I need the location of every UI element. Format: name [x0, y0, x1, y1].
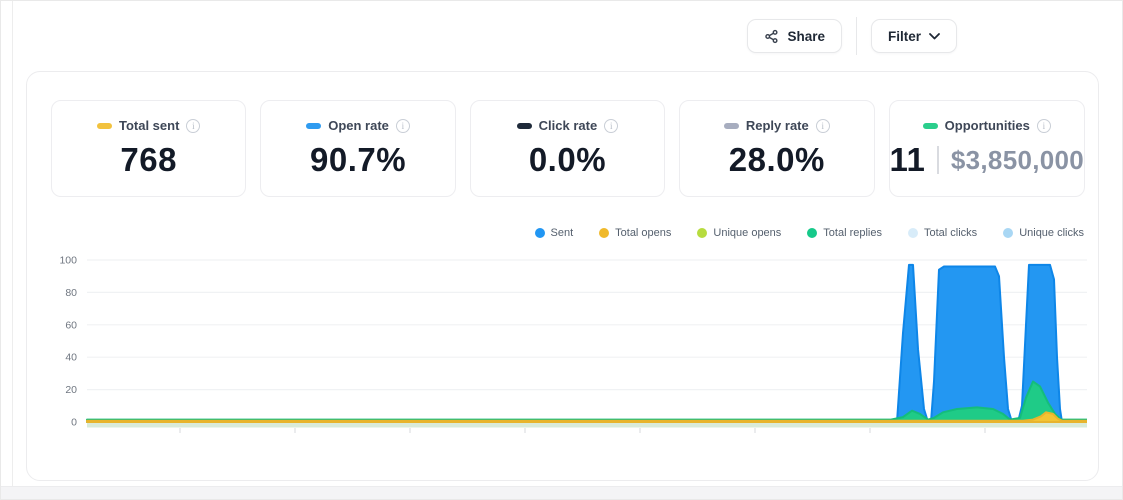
analytics-panel: Total sent i 768 Open rate i 90.7% Click… [26, 71, 1099, 481]
svg-text:40: 40 [65, 352, 77, 364]
legend-label: Total opens [615, 227, 672, 239]
stat-label: Click rate [538, 118, 598, 133]
reply-rate-pill-icon [723, 122, 739, 129]
legend-dot [599, 228, 610, 238]
legend-item-unique-opens[interactable]: Unique opens [697, 227, 781, 239]
legend-label: Total replies [823, 227, 882, 239]
stat-card-total-sent: Total sent i 768 [51, 100, 247, 197]
toolbar: Share Filter [1, 17, 957, 55]
stat-label: Reply rate [745, 118, 809, 133]
stat-label: Open rate [328, 118, 389, 133]
page-footer-strip [1, 486, 1122, 499]
opportunities-divider [937, 146, 939, 174]
info-icon[interactable]: i [186, 118, 201, 133]
opportunities-pill-icon [922, 122, 938, 129]
campaign-area-chart: 100 80 60 40 20 0 [51, 255, 1087, 437]
open-rate-pill-icon [306, 122, 322, 129]
opportunities-amount: $3,850,000 [950, 144, 1085, 175]
legend-label: Unique opens [713, 227, 782, 239]
svg-text:60: 60 [65, 319, 77, 331]
stat-card-open-rate: Open rate i 90.7% [260, 100, 456, 197]
stat-value: 90.7% [310, 141, 407, 178]
stat-value: 28.0% [728, 141, 825, 178]
left-frame-line [12, 1, 13, 499]
share-button-label: Share [787, 28, 825, 44]
legend-item-total-opens[interactable]: Total opens [599, 227, 671, 239]
svg-text:80: 80 [65, 287, 77, 299]
legend-dot [697, 228, 708, 238]
legend-item-total-clicks[interactable]: Total clicks [908, 227, 977, 239]
info-icon[interactable]: i [395, 118, 410, 133]
chart-legend: Sent Total opens Unique opens Total replies… [51, 227, 1085, 239]
legend-item-sent[interactable]: Sent [534, 227, 574, 239]
filter-button[interactable]: Filter [870, 19, 957, 53]
stat-card-reply-rate: Reply rate i 28.0% [679, 100, 875, 197]
chart-canvas: 100 80 60 40 20 0 [59, 255, 1087, 433]
stats-row: Total sent i 768 Open rate i 90.7% Click… [51, 100, 1086, 197]
share-button[interactable]: Share [747, 19, 842, 53]
stat-label: Total sent [118, 118, 180, 133]
opportunities-count: 11 [889, 141, 926, 178]
total-sent-pill-icon [96, 122, 112, 129]
info-icon[interactable]: i [604, 118, 619, 133]
legend-item-unique-clicks[interactable]: Unique clicks [1003, 227, 1084, 239]
legend-label: Total clicks [924, 227, 978, 239]
filter-button-label: Filter [887, 28, 921, 44]
info-icon[interactable]: i [1036, 118, 1051, 133]
legend-dot [908, 228, 918, 238]
legend-label: Unique clicks [1019, 227, 1084, 239]
legend-item-total-replies[interactable]: Total replies [807, 227, 882, 239]
info-icon[interactable]: i [815, 118, 830, 133]
svg-text:20: 20 [65, 384, 77, 396]
click-rate-pill-icon [516, 122, 532, 129]
toolbar-divider [855, 17, 857, 55]
stat-label: Opportunities [944, 118, 1030, 133]
stat-card-click-rate: Click rate i 0.0% [469, 100, 666, 197]
stat-card-opportunities: Opportunities i 11 $3,850,000 [888, 100, 1086, 197]
legend-dot [807, 228, 818, 238]
svg-text:100: 100 [59, 255, 77, 267]
legend-label: Sent [550, 227, 574, 239]
legend-dot [1003, 228, 1014, 238]
stat-value: 0.0% [528, 141, 607, 178]
legend-dot [534, 228, 545, 238]
chevron-down-icon [929, 32, 940, 40]
svg-text:0: 0 [71, 417, 77, 429]
share-icon [764, 29, 779, 44]
stat-value: 768 [120, 141, 177, 178]
